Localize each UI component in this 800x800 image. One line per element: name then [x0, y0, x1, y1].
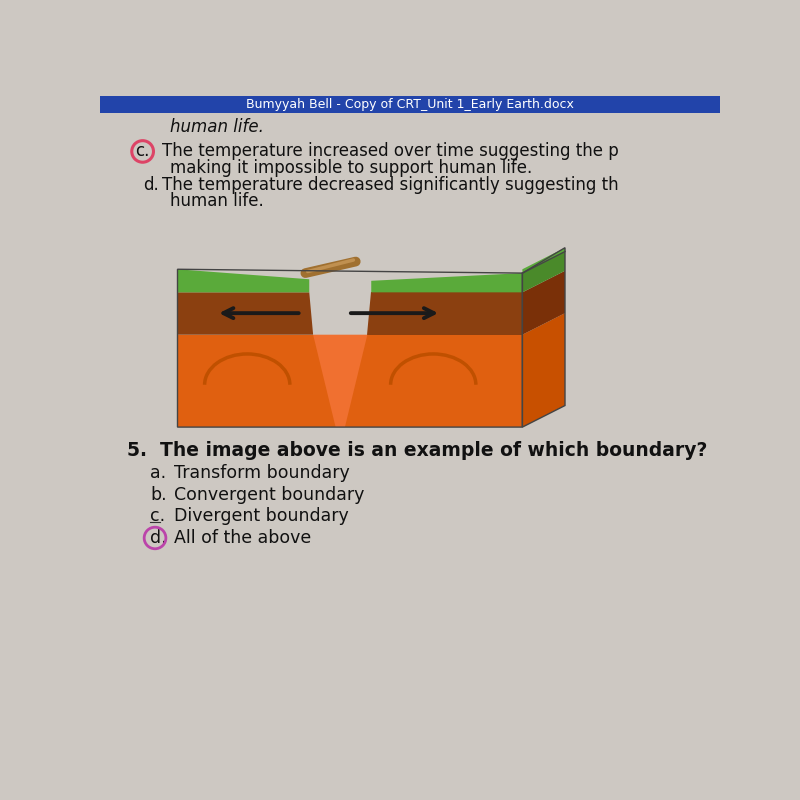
Polygon shape	[178, 270, 310, 292]
Text: d.: d.	[150, 529, 167, 547]
Text: c.: c.	[135, 142, 150, 161]
Text: Divergent boundary: Divergent boundary	[174, 507, 348, 526]
Polygon shape	[522, 248, 565, 273]
Polygon shape	[178, 334, 522, 427]
Polygon shape	[522, 251, 565, 292]
Polygon shape	[522, 270, 565, 334]
Text: Convergent boundary: Convergent boundary	[174, 486, 364, 504]
Text: making it impossible to support human life.: making it impossible to support human li…	[170, 158, 532, 177]
Bar	[100, 96, 720, 113]
Text: a.: a.	[150, 464, 166, 482]
Text: human life.: human life.	[170, 193, 263, 210]
Text: The temperature increased over time suggesting the p: The temperature increased over time sugg…	[162, 142, 618, 161]
Text: c.: c.	[150, 507, 166, 526]
Polygon shape	[313, 334, 367, 427]
Polygon shape	[371, 273, 522, 292]
Polygon shape	[178, 292, 313, 334]
Text: All of the above: All of the above	[174, 529, 311, 547]
Text: Bumyyah Bell - Copy of CRT_Unit 1_Early Earth.docx: Bumyyah Bell - Copy of CRT_Unit 1_Early …	[246, 98, 574, 111]
Polygon shape	[522, 313, 565, 427]
Text: d.: d.	[142, 176, 158, 194]
Text: The temperature decreased significantly suggesting th: The temperature decreased significantly …	[162, 176, 618, 194]
Text: human life.: human life.	[170, 118, 264, 136]
Polygon shape	[367, 292, 522, 334]
Text: b.: b.	[150, 486, 167, 504]
Text: 5.  The image above is an example of which boundary?: 5. The image above is an example of whic…	[127, 441, 707, 460]
Text: Transform boundary: Transform boundary	[174, 464, 350, 482]
